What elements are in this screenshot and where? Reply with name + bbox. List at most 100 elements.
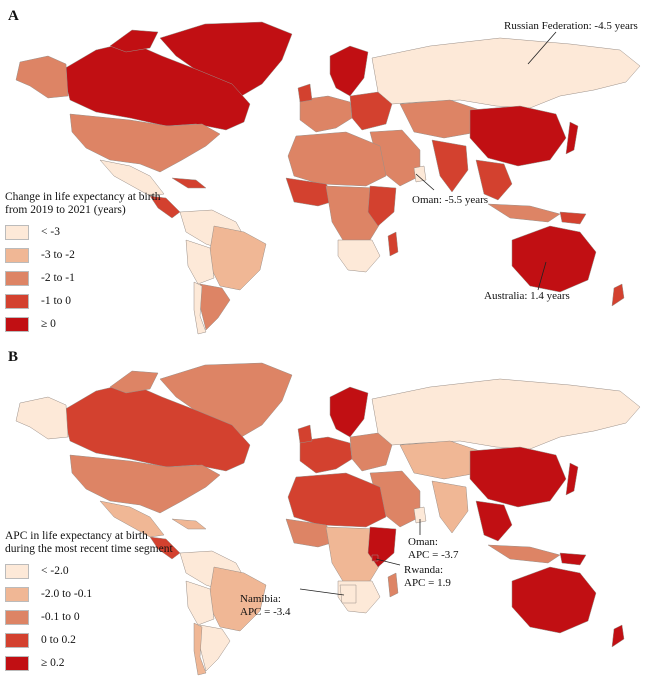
southeast-asia: [475, 500, 513, 542]
china: [469, 446, 567, 508]
india: [431, 480, 469, 534]
leader-australia: [537, 261, 547, 291]
map-panel-b: B Oman: APC = -3.7 Rwanda: APC = 1.9 Nam…: [0, 341, 666, 682]
russia: [371, 378, 641, 450]
central-asia: [399, 99, 481, 139]
uk-ireland: [297, 83, 313, 103]
legend-item: -0.1 to 0: [5, 606, 173, 629]
china: [469, 105, 567, 167]
arctic-islands: [109, 370, 159, 394]
west-africa: [285, 518, 339, 548]
western-europe: [299, 95, 353, 133]
annotation-rwanda: Rwanda: APC = 1.9: [404, 564, 451, 589]
legend-swatch: [5, 271, 29, 287]
legend-title: Change in life expectancy at birth from …: [5, 191, 161, 217]
legend-item: -2.0 to -0.1: [5, 583, 173, 606]
legend-title: APC in life expectancy at birth during t…: [5, 530, 173, 556]
legend-swatch: [5, 587, 29, 603]
legend-swatch: [5, 225, 29, 241]
leader-rwanda: [375, 558, 401, 566]
legend-item: ≥ 0: [5, 313, 161, 336]
annotation-australia: Australia: 1.4 years: [484, 290, 570, 302]
legend-item: -1 to 0: [5, 290, 161, 313]
new-zealand: [611, 283, 625, 307]
legend-item: < -3: [5, 221, 161, 244]
rwanda: [371, 554, 379, 562]
arctic-islands: [109, 29, 159, 53]
papua: [559, 552, 587, 566]
west-africa: [285, 177, 339, 207]
legend-item: -2 to -1: [5, 267, 161, 290]
north-africa: [287, 131, 387, 187]
legend-swatch: [5, 610, 29, 626]
chile: [193, 622, 207, 676]
alaska: [15, 396, 69, 440]
annotation-oman: Oman: APC = -3.7: [408, 536, 459, 561]
alaska: [15, 55, 69, 99]
caribbean: [171, 518, 207, 530]
southeast-asia: [475, 159, 513, 201]
panel-label: B: [8, 349, 19, 365]
india: [431, 139, 469, 193]
caribbean: [171, 177, 207, 189]
central-asia: [399, 440, 481, 480]
japan: [565, 462, 579, 496]
oman: [413, 506, 427, 524]
legend-item: 0 to 0.2: [5, 629, 173, 652]
peru-bolivia: [185, 239, 215, 285]
leader-russia: [527, 31, 557, 65]
legend-swatch: [5, 317, 29, 333]
leader-oman: [415, 173, 435, 191]
map-panel-a: A Russian Federation: -4.5 years Oman: -…: [5, 8, 641, 336]
legend-swatch: [5, 564, 29, 580]
peru-bolivia: [185, 580, 215, 626]
chile: [193, 281, 207, 335]
legend-swatch: [5, 656, 29, 672]
argentina: [199, 283, 231, 331]
greenland: [159, 21, 293, 99]
annotation-russia: Russian Federation: -4.5 years: [504, 20, 638, 32]
world-map-a: [15, 21, 641, 335]
australia: [511, 225, 597, 293]
mexico: [99, 159, 165, 197]
western-europe: [299, 436, 353, 474]
panel-label: A: [8, 8, 19, 24]
legend-a: Change in life expectancy at birth from …: [5, 191, 161, 336]
russia: [371, 37, 641, 109]
argentina: [199, 624, 231, 672]
namibia: [339, 584, 357, 604]
new-zealand: [611, 624, 625, 648]
annotation-oman: Oman: -5.5 years: [412, 194, 489, 206]
legend-item: -3 to -2: [5, 244, 161, 267]
australia: [511, 566, 597, 634]
legend-b: APC in life expectancy at birth during t…: [5, 530, 173, 675]
annotation-namibia: Namibia: APC = -3.4: [240, 593, 291, 618]
world-map-b: [15, 362, 641, 676]
madagascar: [387, 572, 399, 598]
usa: [69, 454, 221, 514]
scandinavia: [329, 45, 369, 97]
greenland: [159, 362, 293, 440]
legend-item: ≥ 0.2: [5, 652, 173, 675]
legend-item: < -2.0: [5, 560, 173, 583]
papua: [559, 211, 587, 225]
east-africa: [367, 185, 397, 227]
leader-namibia: [299, 588, 345, 596]
scandinavia: [329, 386, 369, 438]
usa: [69, 113, 221, 173]
brazil: [207, 225, 267, 291]
indonesia: [487, 544, 561, 564]
indonesia: [487, 203, 561, 223]
southern-africa: [337, 239, 381, 273]
uk-ireland: [297, 424, 313, 444]
legend-swatch: [5, 294, 29, 310]
legend-swatch: [5, 248, 29, 264]
central-america: [149, 195, 181, 219]
oman: [413, 165, 427, 183]
central-america: [149, 536, 181, 560]
madagascar: [387, 231, 399, 257]
japan: [565, 121, 579, 155]
mexico: [99, 500, 165, 538]
north-africa: [287, 472, 387, 528]
legend-swatch: [5, 633, 29, 649]
